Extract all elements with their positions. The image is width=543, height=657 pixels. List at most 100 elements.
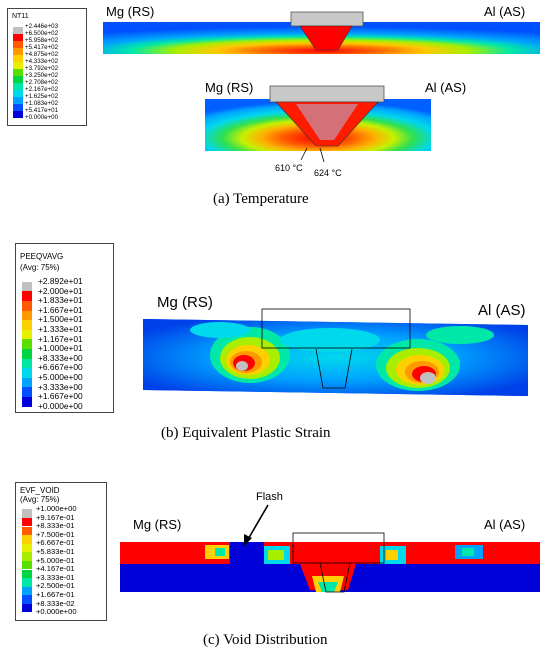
legend-swatch <box>22 358 32 369</box>
legend-level: +6.500e+02 <box>25 30 59 37</box>
legend-level: +5.417e+01 <box>25 107 59 114</box>
legend-level: +1.625e+02 <box>25 93 59 100</box>
legend-level: +0.000e+00 <box>38 400 83 411</box>
legend-swatch <box>22 586 32 596</box>
legend-swatch <box>13 75 23 83</box>
legend-level: +1.667e-01 <box>36 590 75 599</box>
label-al-as-a1: Al (AS) <box>484 4 526 19</box>
legend-level: +9.167e-01 <box>36 512 75 522</box>
legend-swatch <box>22 329 32 340</box>
legend-level: +2.892e+01 <box>38 276 83 286</box>
legend-level: +3.333e-01 <box>36 572 75 582</box>
legend-swatch <box>13 103 23 111</box>
legend-level: +1.500e+01 <box>38 314 83 325</box>
legend-swatch <box>22 543 32 553</box>
legend-swatch <box>13 110 23 118</box>
legend-swatch <box>13 89 23 97</box>
caption-c: (c) Void Distribution <box>203 632 328 648</box>
legend-swatch <box>13 68 23 76</box>
legend-level: +8.333e-02 <box>36 598 75 608</box>
legend-level: +1.167e+01 <box>38 333 83 344</box>
label-al-as-b: Al (AS) <box>478 302 526 319</box>
label-al-as-c: Al (AS) <box>484 517 526 532</box>
legend-swatch <box>22 310 32 321</box>
legend-level: +2.000e+01 <box>38 285 83 296</box>
legend-level: +1.000e+00 <box>36 504 77 513</box>
legend-swatch <box>22 517 32 527</box>
legend-swatch <box>13 47 23 55</box>
legend-swatch <box>22 387 32 397</box>
legend-swatch <box>22 535 32 544</box>
pin-a1 <box>299 25 353 51</box>
label-mg-rs-a1: Mg (RS) <box>106 4 155 19</box>
legend-swatch <box>22 560 32 570</box>
legend-level: +3.250e+02 <box>25 72 59 79</box>
legend-level: +1.833e+01 <box>38 295 83 306</box>
legend-swatch <box>22 595 32 604</box>
legend-swatch <box>22 281 32 292</box>
legend-swatch <box>22 339 32 349</box>
legend-level: +4.333e+02 <box>25 58 59 65</box>
legend-level: +0.000e+00 <box>25 114 59 121</box>
flash-arrow <box>246 504 269 542</box>
legend-swatch <box>13 54 23 62</box>
legend-level: +2.500e-01 <box>36 581 75 591</box>
legend-subtitle: (Avg: 75%) <box>20 495 60 504</box>
legend-level: +1.667e+01 <box>38 304 83 315</box>
tool-outline-b <box>261 308 411 349</box>
legend-title: NT11 <box>12 13 29 20</box>
legend-level: +1.333e+01 <box>38 324 83 334</box>
label-mg-rs-c: Mg (RS) <box>133 517 182 532</box>
pin-outline-b <box>315 348 353 389</box>
temp-annotation-624: 624 °C <box>314 168 342 178</box>
legend-level: +1.083e+02 <box>25 100 59 107</box>
legend-swatch <box>22 377 32 388</box>
legend-level: +0.000e+00 <box>36 607 77 617</box>
legend-level: +6.667e-01 <box>36 538 75 548</box>
legend-swatch <box>22 291 32 301</box>
legend-title: EVF_VOID <box>20 486 60 495</box>
legend-swatch <box>22 349 32 359</box>
legend-level: +5.833e-01 <box>36 547 75 556</box>
label-al-as-a2: Al (AS) <box>425 80 467 95</box>
legend-level: +2.708e+02 <box>25 79 59 86</box>
legend-swatch <box>22 603 32 613</box>
label-mg-rs-a2: Mg (RS) <box>205 80 254 95</box>
legend-swatch <box>22 320 32 330</box>
legend-level: +1.667e+00 <box>38 391 83 402</box>
legend-swatch <box>22 368 32 378</box>
legend-swatch <box>13 61 23 69</box>
legend-level: +4.875e+02 <box>25 51 59 58</box>
caption-a: (a) Temperature <box>213 191 309 207</box>
legend-swatch <box>13 33 23 41</box>
legend-swatch <box>13 96 23 104</box>
legend-swatch <box>13 82 23 90</box>
legend-swatch <box>13 26 23 34</box>
pin-a2-core <box>296 104 358 140</box>
label-flash: Flash <box>256 491 283 503</box>
legend-swatch <box>22 578 32 587</box>
pin-outline-c <box>319 562 351 593</box>
legend-swatch <box>22 301 32 311</box>
legend-swatch <box>22 509 32 518</box>
legend-level: +7.500e-01 <box>36 529 75 539</box>
legend-level: +5.958e+02 <box>25 37 59 44</box>
legend-swatch <box>22 397 32 407</box>
legend-level: +4.167e-01 <box>36 564 75 574</box>
legend-plastic-strain: PEEQVAVG (Avg: 75%) +2.892e+01 +2.000e+01… <box>15 243 114 413</box>
legend-swatch <box>13 40 23 48</box>
legend-level: +8.333e-01 <box>36 521 75 531</box>
legend-level: +3.333e+00 <box>38 381 83 392</box>
legend-level: +5.000e-01 <box>36 555 75 565</box>
temp-annotation-610: 610 °C <box>275 163 303 173</box>
label-mg-rs-b: Mg (RS) <box>157 294 213 311</box>
tool-outline-c <box>292 532 385 564</box>
legend-level: +5.000e+00 <box>38 372 83 382</box>
legend-level: +3.792e+02 <box>25 65 59 72</box>
legend-level: +8.333e+00 <box>38 352 83 363</box>
legend-subtitle: (Avg: 75%) <box>20 263 60 272</box>
legend-level: +1.000e+01 <box>38 343 83 354</box>
